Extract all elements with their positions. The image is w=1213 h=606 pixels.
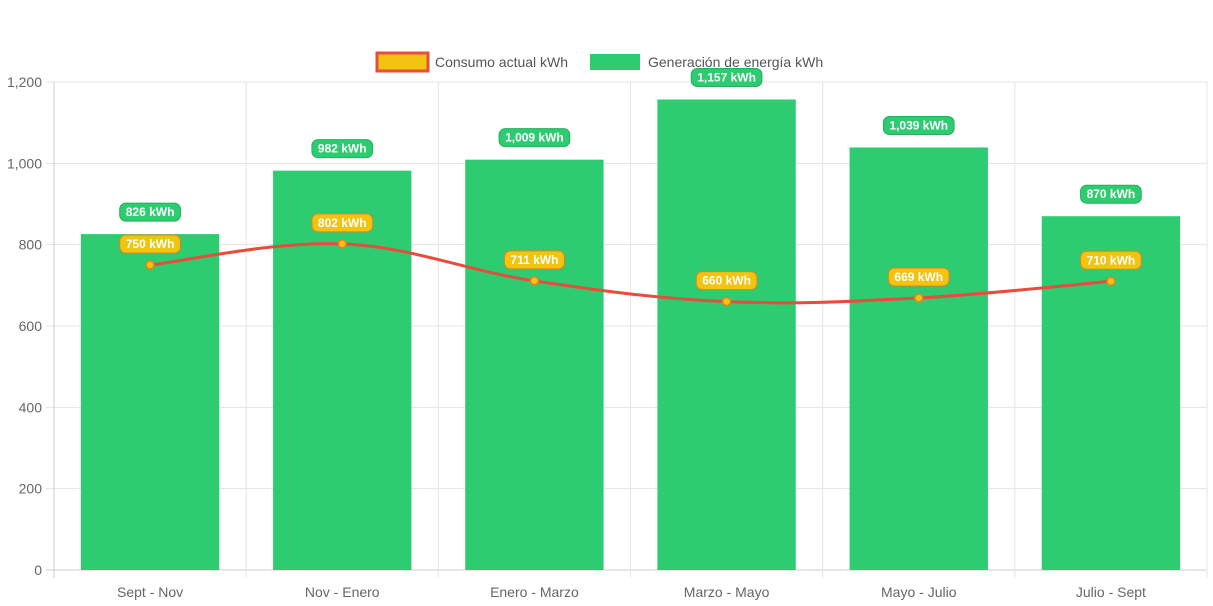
bar-generacion (657, 99, 796, 570)
label-generacion-text: 870 kWh (1087, 187, 1136, 201)
label-consumo: 669 kWh (887, 267, 950, 287)
label-consumo: 710 kWh (1080, 250, 1142, 270)
label-consumo: 750 kWh (119, 234, 181, 254)
x-axis: Sept - Nov Nov - Enero Enero - Marzo Marzo … (117, 584, 1146, 600)
label-generacion-bg (498, 128, 571, 148)
label-consumo-text: 750 kWh (126, 237, 175, 251)
label-generacion-bg (690, 67, 763, 87)
y-tick-label: 1,000 (7, 155, 42, 171)
y-axis: 0 200 400 600 800 1,000 1,200 (7, 74, 42, 578)
label-generacion-bg (119, 202, 181, 222)
point-consumo (145, 260, 155, 270)
label-consumo-bg (311, 213, 374, 233)
x-tick-label: Enero - Marzo (490, 584, 579, 600)
x-tick-label: Julio - Sept (1076, 584, 1146, 600)
label-generacion-text: 1,157 kWh (697, 70, 756, 84)
bar-generacion (849, 147, 988, 570)
label-consumo: 802 kWh (311, 213, 374, 233)
legend-label-consumo: Consumo actual kWh (435, 54, 568, 70)
point-consumo (1106, 276, 1116, 287)
label-generacion-bg (1080, 184, 1142, 204)
bar-generacion (465, 159, 604, 570)
label-consumo-text: 660 kWh (702, 274, 751, 288)
label-consumo: 711 kWh (503, 250, 565, 270)
legend: Consumo actual kWh Generación de energía… (375, 51, 823, 73)
x-tick-label: Mayo - Julio (881, 584, 957, 600)
y-tick-label: 1,200 (7, 74, 42, 90)
label-consumo-bg (887, 267, 950, 287)
label-generacion: 1,157 kWh (690, 67, 763, 87)
point-consumo (337, 239, 347, 249)
y-tick-label: 0 (34, 562, 42, 578)
y-tick-label: 800 (19, 237, 43, 253)
label-consumo-text: 711 kWh (510, 253, 558, 267)
label-generacion-text: 1,009 kWh (505, 131, 564, 145)
label-consumo-text: 669 kWh (894, 270, 943, 284)
label-consumo: 660 kWh (695, 271, 758, 291)
label-generacion: 826 kWh (119, 202, 181, 222)
bar-generacion (1041, 216, 1181, 570)
label-consumo-text: 802 kWh (318, 216, 367, 230)
bar-generacion (80, 234, 220, 571)
label-generacion-bg (882, 115, 955, 135)
label-generacion: 870 kWh (1080, 184, 1142, 204)
x-tick-label: Sept - Nov (117, 584, 183, 600)
legend-swatch-generacion (590, 54, 640, 70)
label-generacion: 1,039 kWh (882, 115, 955, 135)
bar-series (80, 99, 1181, 571)
y-tick-label: 600 (19, 318, 43, 334)
label-generacion-bg (311, 139, 374, 159)
y-tick-label: 200 (19, 481, 43, 497)
label-consumo-text: 710 kWh (1087, 253, 1136, 267)
x-tick-label: Nov - Enero (305, 584, 380, 600)
point-consumo (721, 296, 732, 307)
label-generacion-text: 1,039 kWh (889, 118, 948, 132)
label-consumo-bg (119, 234, 181, 254)
label-generacion-text: 982 kWh (318, 142, 367, 156)
legend-label-generacion: Generación de energía kWh (648, 54, 823, 70)
point-consumo (529, 276, 540, 286)
data-labels: 826 kWh 982 kWh 1,009 kWh 1,157 kWh 1,039 kW… (119, 67, 1142, 291)
legend-item-generacion[interactable]: Generación de energía kWh (590, 54, 823, 70)
y-tick-label: 400 (19, 399, 43, 415)
legend-item-consumo[interactable]: Consumo actual kWh (375, 51, 568, 73)
legend-swatch-consumo (375, 51, 430, 73)
label-consumo-bg (695, 271, 758, 291)
line-consumo (149, 242, 1112, 305)
bar-generacion (273, 170, 412, 571)
point-consumo (914, 293, 924, 303)
label-generacion-text: 826 kWh (126, 205, 175, 219)
label-generacion: 1,009 kWh (498, 128, 571, 148)
label-consumo-bg (1080, 250, 1142, 270)
label-generacion: 982 kWh (311, 139, 374, 159)
grid (46, 81, 1208, 578)
line-series (145, 239, 1116, 307)
x-tick-label: Marzo - Mayo (684, 584, 770, 600)
label-consumo-bg (503, 250, 565, 270)
